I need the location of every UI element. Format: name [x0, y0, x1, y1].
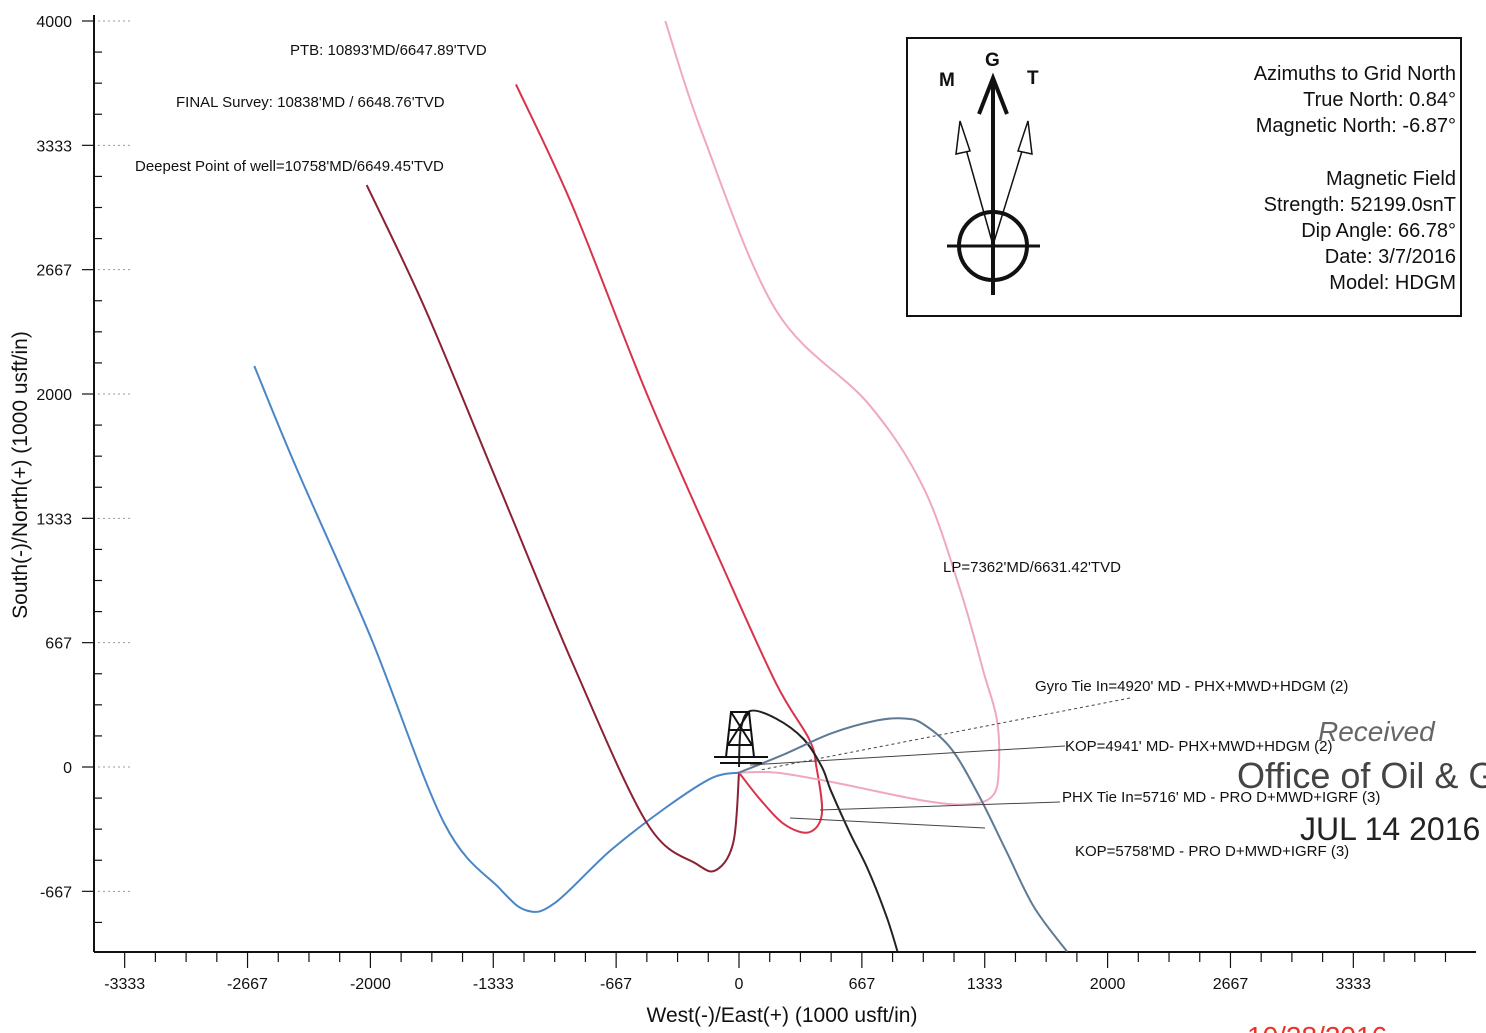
legend-line: Dip Angle: 66.78°	[1301, 220, 1456, 242]
footer-date-partial: 10/28/2016	[1247, 1021, 1387, 1033]
well-path-series-2	[515, 83, 824, 834]
y-tick-label: 1333	[36, 511, 72, 528]
stamp-date: JUL 14 2016	[1300, 811, 1480, 847]
x-axis-title: West(-)/East(+) (1000 usft/in)	[647, 1004, 918, 1027]
well-path-series-0	[253, 365, 740, 913]
x-tick-label: 667	[849, 976, 876, 993]
rig-icon	[714, 711, 768, 764]
stamp-received: Received	[1318, 716, 1436, 747]
x-tick-label: -2000	[350, 976, 391, 993]
y-axis-title: South(-)/North(+) (1000 usft/in)	[9, 331, 32, 619]
well-path-series-4	[738, 709, 899, 952]
legend-line: Magnetic North: -6.87°	[1256, 115, 1456, 137]
grid-north-label: G	[985, 50, 1000, 71]
y-tick-label: 4000	[36, 14, 72, 31]
legend-line: Model: HDGM	[1329, 272, 1456, 294]
y-tick-label: 2667	[36, 263, 72, 280]
x-tick-labels: -3333 -2667 -2000 -1333 -667 0 667 1333 2000 2667…	[104, 976, 1371, 993]
x-tick-label: 2000	[1090, 976, 1126, 993]
x-tick-label: 1333	[967, 976, 1003, 993]
north-arrow-icon	[947, 72, 1040, 295]
x-tick-label: 3333	[1335, 976, 1371, 993]
x-tick-label: -1333	[473, 976, 514, 993]
tick-guides	[98, 20, 130, 892]
x-tick-label: 0	[735, 976, 744, 993]
x-tick-label: 2667	[1213, 976, 1249, 993]
y-tick-label: 3333	[36, 138, 72, 155]
y-tick-label: 0	[63, 760, 72, 777]
x-tick-label: -3333	[104, 976, 145, 993]
magnetic-north-label: M	[939, 70, 955, 91]
legend-box	[906, 37, 1462, 317]
well-paths	[253, 20, 1068, 953]
tick-marks	[82, 20, 1447, 968]
annotation-kop-4941: KOP=4941' MD- PHX+MWD+HDGM (2)	[1065, 738, 1333, 755]
legend-lines: Azimuths to Grid North True North: 0.84° M…	[1254, 63, 1456, 294]
legend-line: Magnetic Field	[1326, 168, 1456, 190]
annotation-kop-5758: KOP=5758'MD - PRO D+MWD+IGRF (3)	[1075, 843, 1349, 860]
y-tick-label: 2000	[36, 387, 72, 404]
annotation-deepest-point: Deepest Point of well=10758'MD/6649.45'T…	[135, 158, 444, 175]
annotation-gyro-tie-in: Gyro Tie In=4920' MD - PHX+MWD+HDGM (2)	[1035, 678, 1348, 695]
well-path-series-1	[365, 184, 740, 873]
annotation-leaders	[749, 697, 1131, 829]
annotation-phx-tie-in: PHX Tie In=5716' MD - PRO D+MWD+IGRF (3)	[1062, 789, 1380, 806]
well-path-series-5	[738, 717, 1068, 953]
stamp-office: Office of Oil & G	[1237, 755, 1486, 796]
annotation-ptb: PTB: 10893'MD/6647.89'TVD	[290, 42, 487, 59]
legend-line: Azimuths to Grid North	[1254, 63, 1456, 85]
annotation-final-survey: FINAL Survey: 10838'MD / 6648.76'TVD	[176, 94, 445, 111]
annotation-lp: LP=7362'MD/6631.42'TVD	[943, 559, 1121, 576]
y-tick-label: -667	[40, 884, 72, 901]
legend-line: Strength: 52199.0snT	[1264, 194, 1456, 216]
y-tick-labels: -667 0 667 1333 2000 2667 3333 4000	[36, 14, 72, 901]
well-path-series-3	[664, 20, 1001, 806]
x-tick-label: -667	[600, 976, 632, 993]
legend-line: Date: 3/7/2016	[1325, 246, 1456, 268]
x-tick-label: -2667	[227, 976, 268, 993]
y-tick-label: 667	[45, 636, 72, 653]
legend-line: True North: 0.84°	[1303, 89, 1456, 111]
true-north-label: T	[1027, 68, 1039, 89]
